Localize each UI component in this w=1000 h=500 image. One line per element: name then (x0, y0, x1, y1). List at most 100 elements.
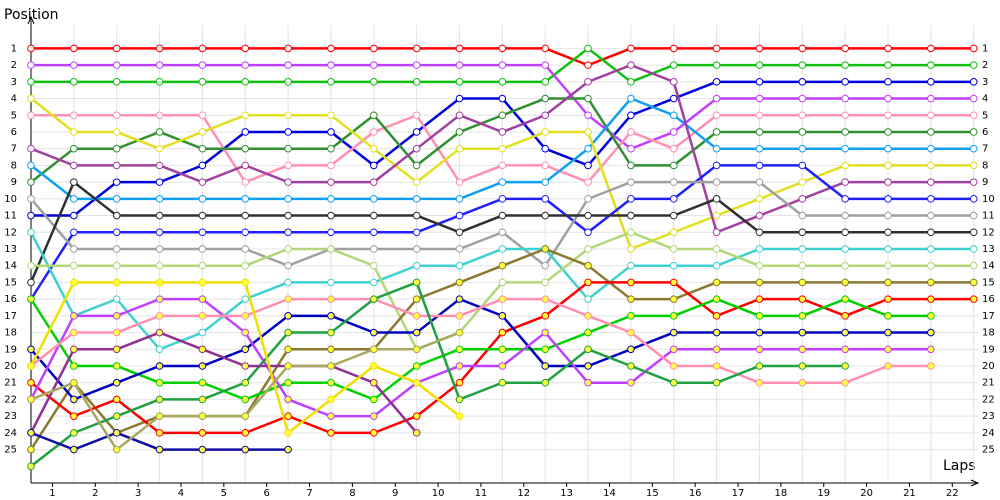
point (927, 328, 935, 337)
point (412, 228, 421, 237)
point (498, 278, 507, 287)
point (70, 412, 78, 420)
point (155, 429, 164, 437)
point (969, 178, 978, 186)
point (155, 412, 164, 420)
point (498, 211, 507, 220)
point (198, 195, 207, 203)
point (27, 278, 35, 287)
point (198, 429, 207, 437)
point (412, 161, 421, 170)
point (627, 295, 635, 303)
point (884, 362, 892, 370)
point (755, 312, 764, 320)
point (327, 295, 335, 303)
point (841, 345, 849, 354)
point (969, 228, 978, 237)
point (155, 78, 164, 86)
point (198, 228, 207, 237)
point (112, 312, 121, 320)
point (584, 195, 592, 203)
point (455, 328, 464, 337)
y-tick-label-right: 22 (982, 394, 995, 405)
point (627, 312, 635, 320)
point (669, 144, 678, 153)
point (455, 295, 464, 303)
point (927, 195, 935, 203)
point (927, 295, 935, 303)
point (412, 245, 421, 253)
point (455, 44, 464, 53)
point (455, 278, 464, 287)
point (412, 61, 421, 69)
point (841, 111, 849, 120)
point (370, 128, 378, 136)
point (241, 412, 250, 420)
point (841, 295, 849, 303)
point (712, 345, 721, 354)
x-tick-label: 1 (49, 488, 55, 499)
point (198, 61, 207, 69)
point (155, 44, 164, 53)
point (627, 44, 635, 53)
point (927, 111, 935, 120)
point (927, 128, 935, 136)
point (969, 44, 978, 53)
point (27, 378, 35, 387)
point (112, 445, 121, 454)
point (155, 111, 164, 120)
point (755, 378, 764, 387)
point (327, 111, 335, 120)
point (498, 178, 507, 186)
point (112, 228, 121, 237)
point (198, 345, 207, 354)
point (70, 78, 78, 86)
point (27, 61, 35, 69)
y-tick-label-right: 18 (982, 328, 995, 339)
point (927, 362, 935, 370)
point (241, 429, 250, 437)
point (241, 211, 250, 220)
point (798, 144, 807, 153)
point (584, 78, 592, 86)
y-tick-label-right: 6 (982, 127, 988, 138)
point (927, 94, 935, 103)
point (284, 228, 292, 237)
point (241, 345, 250, 354)
point (284, 144, 292, 153)
series-line (29, 297, 931, 401)
point (327, 378, 335, 387)
point (198, 278, 207, 287)
point (927, 228, 935, 237)
point (327, 161, 335, 170)
point (755, 362, 764, 370)
point (112, 362, 121, 370)
point (798, 312, 807, 320)
point (27, 345, 35, 354)
point (284, 412, 292, 420)
point (284, 261, 292, 270)
point (155, 211, 164, 220)
point (27, 228, 35, 237)
point (712, 211, 721, 220)
point (841, 228, 849, 237)
point (455, 195, 464, 203)
point (327, 395, 335, 404)
point (669, 328, 678, 337)
y-tick-label: 4 (11, 94, 17, 105)
x-tick-label: 16 (689, 488, 702, 499)
point (627, 362, 635, 370)
point (327, 345, 335, 354)
point (198, 111, 207, 120)
point (370, 328, 378, 337)
point (112, 78, 121, 86)
point (455, 412, 464, 420)
point (584, 61, 592, 69)
point (155, 395, 164, 404)
point (70, 245, 78, 253)
y-tick-label-right: 20 (982, 361, 995, 372)
point (969, 261, 978, 270)
point (370, 144, 378, 153)
point (884, 61, 892, 69)
point (412, 328, 421, 337)
